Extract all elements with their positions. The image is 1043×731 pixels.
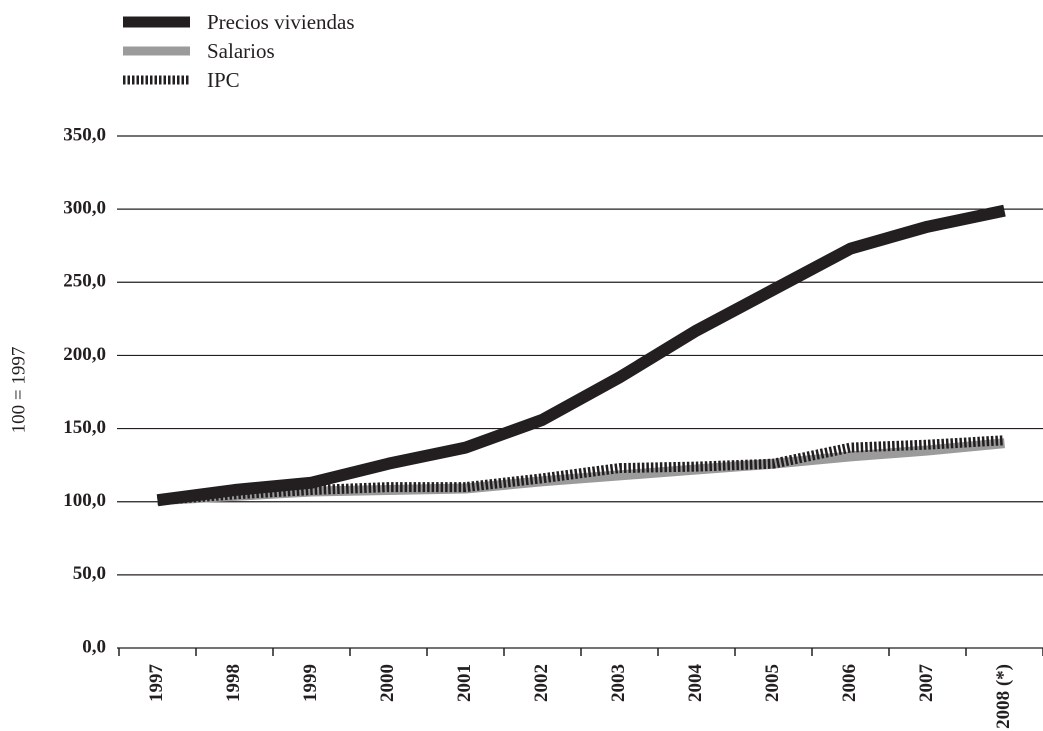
x-tick-label: 2002: [531, 664, 552, 702]
x-tick-label: 2003: [608, 664, 629, 702]
x-tick-label: 1997: [146, 664, 167, 703]
y-axis-label: 100 = 1997: [8, 347, 29, 434]
line-series: [157, 435, 1005, 506]
y-tick-label: 250,0: [63, 271, 106, 292]
x-tick-label: 2001: [454, 664, 475, 702]
line-series: [156, 204, 1006, 507]
legend-label: IPC: [207, 68, 240, 92]
y-tick-label: 350,0: [63, 124, 106, 145]
legend-label: Salarios: [207, 39, 275, 63]
y-tick-label: 300,0: [63, 198, 106, 219]
y-tick-label: 150,0: [63, 417, 106, 438]
x-tick-label: 2006: [839, 664, 860, 702]
y-tick-label: 100,0: [63, 490, 106, 511]
x-tick-label: 2004: [685, 664, 706, 703]
legend-label: Precios viviendas: [207, 10, 355, 34]
x-tick-label: 1999: [300, 664, 321, 702]
y-tick-label: 200,0: [63, 344, 106, 365]
x-tick-label: 2008 (*): [993, 664, 1014, 729]
x-tick-label: 1998: [223, 664, 244, 702]
y-tick-label: 50,0: [73, 563, 106, 584]
x-tick-label: 2005: [762, 664, 783, 702]
y-tick-label: 0,0: [82, 636, 106, 657]
x-tick-label: 2000: [377, 664, 398, 702]
x-tick-label: 2007: [916, 664, 937, 703]
